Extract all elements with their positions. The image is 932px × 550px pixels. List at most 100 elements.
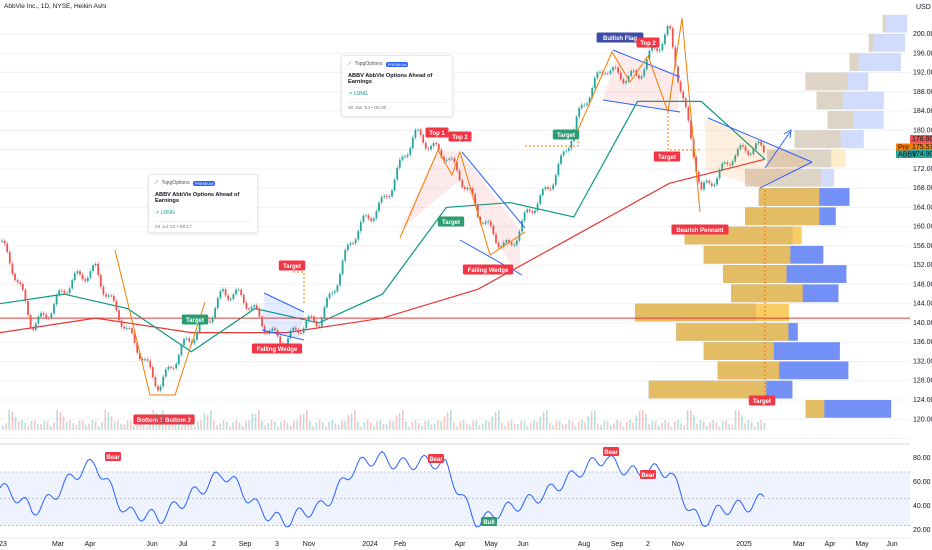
volume-bar (440, 421, 442, 430)
candle-body (383, 195, 386, 198)
volume-bar (178, 421, 180, 430)
volume-bar (59, 412, 62, 430)
volume-bar (645, 414, 647, 430)
volume-bar (117, 420, 119, 430)
volume-bar (40, 424, 42, 430)
candle-body (466, 187, 469, 190)
candle-body (721, 163, 724, 170)
card-divider (348, 102, 446, 103)
vp-bar-down (882, 14, 908, 33)
pattern-label-bg (448, 131, 472, 142)
volume-bar (578, 422, 580, 430)
candle-body (198, 323, 201, 333)
idea-card-jan-2024[interactable]: ⟋ TopgOptions PREMIUM ABBV AbbVie Options … (341, 55, 453, 117)
volume-bar (142, 421, 145, 430)
candle-body (391, 190, 393, 197)
volume-bar (158, 415, 161, 430)
candle-body (664, 34, 666, 45)
candle-body (448, 158, 451, 160)
volume-bar (494, 412, 497, 430)
candle-body (424, 142, 427, 149)
candle-body (656, 48, 659, 51)
candle-body (313, 316, 315, 322)
candle-body (66, 293, 68, 294)
price-tag-name-bg (896, 143, 910, 151)
volume-bar (763, 422, 766, 430)
pattern-label-text: Bottom 2 (165, 418, 192, 424)
candle-body (375, 211, 378, 219)
price-tag-name-bg (896, 150, 910, 158)
candle-body (695, 157, 698, 172)
volume-bar (261, 420, 263, 430)
volume-bar (760, 420, 762, 430)
pattern-label-bg (552, 129, 580, 140)
volume-bar (731, 424, 734, 430)
candle-body (240, 289, 243, 296)
volume-bar (696, 423, 698, 430)
rsi-pane: Bear Bear Bear Bear Bull (0, 443, 910, 528)
vp-bar-down (767, 149, 832, 168)
candle-body (346, 244, 349, 251)
volume-bar (325, 426, 327, 430)
candle-body (29, 315, 32, 328)
volume-bar (434, 423, 436, 430)
candle-body (289, 330, 292, 339)
candle-body (300, 332, 302, 334)
volume-bar (754, 426, 756, 430)
time-tick-label: Mar (52, 541, 65, 548)
rsi-marker: Bear (105, 452, 121, 461)
volume-bar (82, 420, 84, 430)
chart-icon: ⟋ (155, 180, 159, 186)
target-projection-2 (525, 130, 579, 147)
rsi-band (0, 472, 910, 526)
candle-body (627, 75, 630, 82)
candle-body (118, 310, 120, 321)
candle-body (232, 294, 235, 299)
candle-body (645, 59, 648, 70)
volume-bar (376, 421, 378, 430)
candle-body (123, 326, 126, 329)
candle-body (318, 326, 321, 328)
candle-body (450, 158, 453, 160)
candle-body (671, 28, 674, 48)
candle-body (274, 328, 276, 331)
idea-card-jul-2023[interactable]: ⟋ TopgOptions PREMIUM ABBV AbbVie Options … (148, 174, 258, 233)
volume-bar (107, 412, 110, 430)
vp-bar-up (805, 72, 848, 91)
candle-body (266, 332, 269, 334)
candle-body (105, 294, 107, 297)
volume-bar (219, 423, 222, 430)
candle-body (557, 163, 560, 176)
time-tick-label: 2025 (736, 541, 752, 548)
volume-bar (43, 420, 46, 430)
volume-bar (75, 425, 78, 430)
volume-bar (635, 415, 638, 430)
candle-body (258, 308, 261, 317)
price-tick-label: 196.00 (913, 50, 932, 57)
candle-body (222, 289, 224, 292)
volume-bar (152, 410, 154, 430)
volume-bar (622, 426, 625, 430)
candle-body (463, 187, 466, 190)
candle-body (736, 149, 739, 156)
candle-body (531, 211, 534, 213)
candle-body (53, 304, 55, 314)
volume-bar (715, 422, 718, 430)
volume-bar (389, 420, 391, 430)
volume-bar (136, 423, 138, 430)
volume-bar (565, 423, 567, 430)
candle-body (6, 243, 9, 252)
candle-body (437, 144, 440, 150)
volume-bar (30, 420, 33, 430)
rsi-marker-text: Bear (604, 450, 618, 456)
volume-bar (334, 423, 337, 430)
vp-bar-down (805, 400, 892, 418)
volume-bar (411, 421, 414, 430)
volume-bar (466, 423, 468, 430)
pattern-label-bg (653, 151, 681, 162)
candle-body (115, 300, 118, 311)
time-tick-label: 2 (646, 541, 650, 548)
candle-body (245, 302, 248, 309)
sma-green-line (0, 100, 766, 353)
